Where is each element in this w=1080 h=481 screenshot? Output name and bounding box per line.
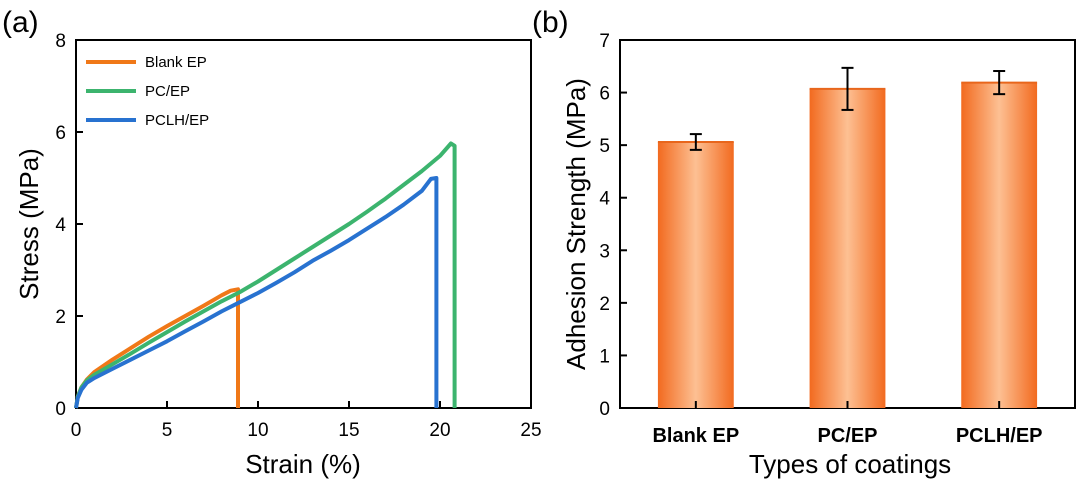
bar-pclh-ep bbox=[961, 82, 1038, 408]
panel-a-x-tick-label: 15 bbox=[338, 420, 359, 441]
panel-a-y-tick-label: 0 bbox=[55, 399, 66, 420]
category-label: PCLH/EP bbox=[956, 425, 1043, 447]
category-label: PC/EP bbox=[817, 425, 877, 447]
panel-a-x-tick-label: 10 bbox=[247, 420, 268, 441]
legend-label: PC/EP bbox=[145, 83, 190, 100]
panel-b-y-tick-label: 0 bbox=[599, 399, 610, 420]
panel-b-y-tick-label: 7 bbox=[599, 31, 610, 52]
panel-b-bar-chart: (b) 0 1 2 3 4 5 6 7 Blank EP PC/EP PCLH/EP Types … bbox=[532, 6, 1076, 479]
panel-a-y-tick-label: 4 bbox=[55, 215, 66, 236]
panel-a-y-tick-label: 6 bbox=[55, 123, 66, 144]
panel-b-y-tick-label: 5 bbox=[599, 136, 610, 157]
panel-a-x-tick-label: 5 bbox=[162, 420, 173, 441]
panel-b-y-tick-label: 2 bbox=[599, 294, 610, 315]
panel-a-x-tick-label: 25 bbox=[520, 420, 541, 441]
panel-a-y-tick-label: 8 bbox=[55, 31, 66, 52]
panel-a-line-chart: (a) 0 5 10 15 20 25 0 2 4 6 8 Blank EP PC/EP PCLH/E… bbox=[2, 6, 542, 479]
panel-a-y-axis-title: Stress (MPa) bbox=[14, 148, 44, 300]
bar-blank-ep bbox=[657, 141, 734, 408]
panel-a-label: (a) bbox=[2, 6, 39, 39]
panel-b-x-axis-title: Types of coatings bbox=[749, 449, 951, 479]
panel-a-x-tick-label: 20 bbox=[429, 420, 450, 441]
panel-b-y-tick-label: 1 bbox=[599, 346, 610, 367]
series-line-pc-ep bbox=[74, 141, 457, 409]
category-label: Blank EP bbox=[652, 425, 739, 447]
panel-a-x-tick-label: 0 bbox=[71, 420, 82, 441]
panel-b-y-axis-title: Adhesion Strength (MPa) bbox=[561, 78, 591, 370]
panel-b-label: (b) bbox=[532, 6, 569, 39]
panel-b-y-tick-label: 3 bbox=[599, 241, 610, 262]
panel-a-y-tick-label: 2 bbox=[55, 307, 66, 328]
panel-b-y-tick-label: 4 bbox=[599, 189, 610, 210]
series-line-pclh-ep bbox=[74, 176, 439, 409]
panel-b-y-tick-label: 6 bbox=[599, 84, 610, 105]
legend-label: Blank EP bbox=[145, 54, 207, 71]
bar-pc-ep bbox=[809, 88, 886, 409]
panel-a-legend: Blank EP PC/EP PCLH/EP bbox=[86, 54, 209, 129]
legend-label: PCLH/EP bbox=[145, 112, 209, 129]
panel-a-x-axis-title: Strain (%) bbox=[245, 449, 361, 479]
